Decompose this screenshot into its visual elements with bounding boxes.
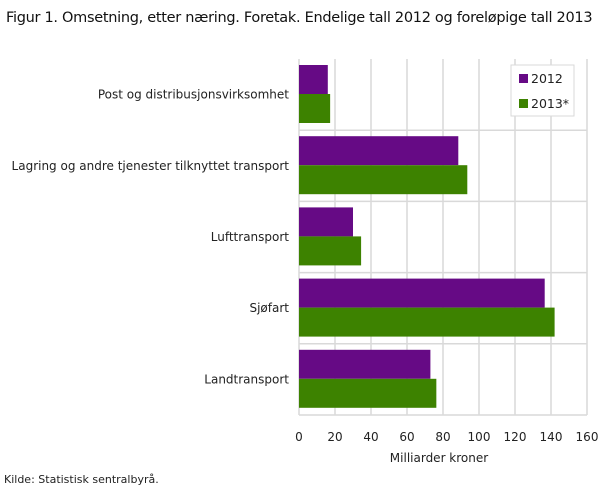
bar-2012-1 (299, 136, 459, 166)
x-axis-label: Milliarder kroner (390, 451, 488, 465)
x-tick-label: 120 (504, 430, 527, 444)
source-note: Kilde: Statistisk sentralbyrå. (4, 473, 159, 486)
x-tick-label: 20 (327, 430, 342, 444)
y-category-label: Sjøfart (249, 301, 289, 315)
bar-2012-3 (299, 278, 545, 308)
y-category-label: Landtransport (204, 372, 289, 386)
x-tick-label: 80 (435, 430, 450, 444)
bar-2012-0 (299, 65, 328, 94)
legend-label: 2013* (531, 96, 569, 111)
bar-2012-4 (299, 349, 431, 379)
bar-2013-1 (299, 165, 468, 195)
y-category-label: Lufttransport (211, 230, 290, 244)
x-tick-label: 60 (399, 430, 414, 444)
x-tick-label: 100 (468, 430, 491, 444)
legend-label: 2012 (531, 71, 563, 86)
bar-2012-2 (299, 207, 353, 237)
y-category-label: Post og distribusjonsvirksomhet (98, 88, 289, 102)
bar-chart: 0 20 40 60 80 100 120 140 160 Post og distribusjo… (12, 59, 599, 465)
bar-2013-3 (299, 307, 555, 337)
legend-swatch (519, 74, 528, 83)
bar-2013-2 (299, 236, 362, 266)
x-tick-label: 40 (363, 430, 378, 444)
y-category-label: Lagring og andre tjenester tilknyttet tr… (12, 159, 290, 173)
bar-2013-0 (299, 94, 331, 123)
legend-swatch (519, 99, 528, 108)
x-tick-label: 160 (576, 430, 599, 444)
bar-2013-4 (299, 378, 437, 408)
x-tick-label: 0 (295, 430, 303, 444)
x-tick-label: 140 (540, 430, 563, 444)
chart-title: Figur 1. Omsetning, etter næring. Foreta… (6, 10, 593, 26)
